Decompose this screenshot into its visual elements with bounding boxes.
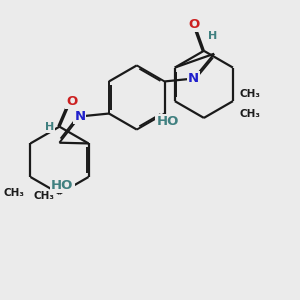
Text: O: O xyxy=(66,95,77,108)
Text: CH₃: CH₃ xyxy=(33,191,54,201)
Text: H: H xyxy=(208,31,217,41)
Text: HO: HO xyxy=(156,115,179,128)
Text: CH₃: CH₃ xyxy=(240,109,261,119)
Text: H: H xyxy=(45,122,54,132)
Text: N: N xyxy=(188,72,199,85)
Text: HO: HO xyxy=(51,179,74,192)
Text: CH₃: CH₃ xyxy=(240,89,261,99)
Text: CH₃: CH₃ xyxy=(4,188,25,198)
Text: N: N xyxy=(74,110,86,123)
Text: O: O xyxy=(188,18,199,31)
